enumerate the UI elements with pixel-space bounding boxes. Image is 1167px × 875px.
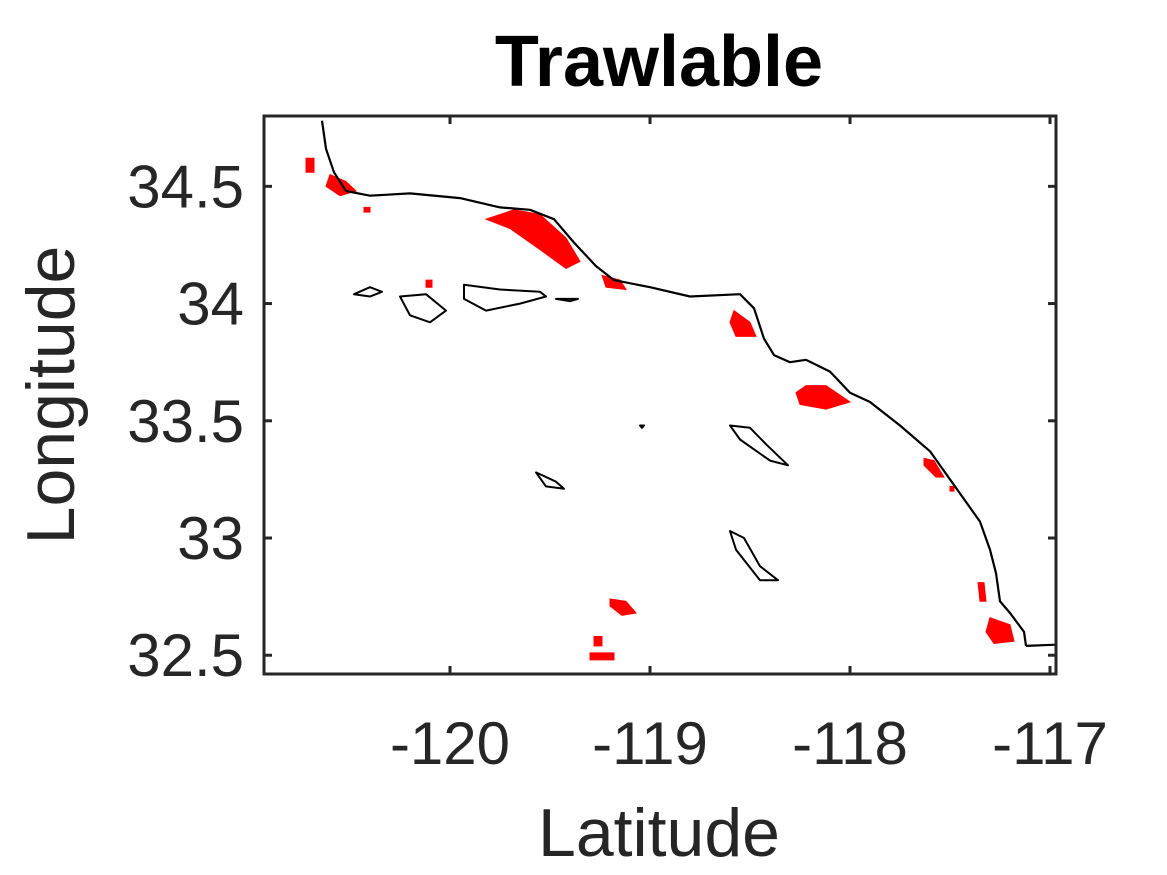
trawlable-area-1 — [305, 157, 315, 173]
plot-background — [264, 116, 1056, 674]
island-outline-4 — [555, 297, 579, 303]
axis-ticks — [264, 116, 1056, 674]
island-outline-5 — [639, 424, 645, 429]
plot-frame — [262, 114, 1058, 676]
trawlable-area-12 — [985, 617, 1015, 645]
island-outline-1 — [353, 286, 383, 298]
trawlable-area-15 — [589, 652, 615, 661]
trawlable-area-8 — [795, 385, 852, 410]
island-outline-6 — [535, 471, 565, 490]
trawlable-area-7 — [729, 309, 757, 337]
trawlable-area-9 — [923, 457, 945, 478]
plot-area — [262, 114, 1058, 676]
y-tick-label: 32.5 — [127, 622, 244, 689]
coastline — [320, 120, 1028, 647]
trawlable-area-6 — [425, 279, 433, 288]
trawlable-area-10 — [949, 485, 955, 492]
map-layers — [305, 120, 1056, 661]
island-outline-3 — [463, 283, 547, 312]
y-tick-label: 34 — [177, 271, 244, 338]
x-tick-label: -120 — [390, 710, 510, 777]
y-axis-label: Longitude — [13, 246, 89, 545]
island-outline-8 — [729, 530, 779, 582]
x-tick-label: -118 — [792, 710, 908, 777]
border-line — [1025, 643, 1056, 647]
y-tick-label: 34.5 — [127, 153, 244, 220]
trawlable-area-11 — [977, 582, 987, 602]
x-axis-label: Latitude — [538, 795, 780, 871]
trawlable-area-5 — [601, 274, 627, 291]
trawlable-area-4 — [484, 209, 581, 269]
trawlable-area-3 — [363, 206, 371, 213]
trawlable-area-13 — [609, 598, 637, 616]
y-tick-label: 33 — [177, 505, 244, 572]
chart-title: Trawlable — [495, 22, 823, 102]
x-tick-label: -119 — [592, 710, 708, 777]
x-tick-label: -117 — [992, 710, 1108, 777]
y-tick-label: 33.5 — [127, 388, 244, 455]
island-outline-7 — [729, 424, 789, 467]
trawlable-area-14 — [593, 636, 603, 647]
island-outline-2 — [399, 293, 447, 324]
